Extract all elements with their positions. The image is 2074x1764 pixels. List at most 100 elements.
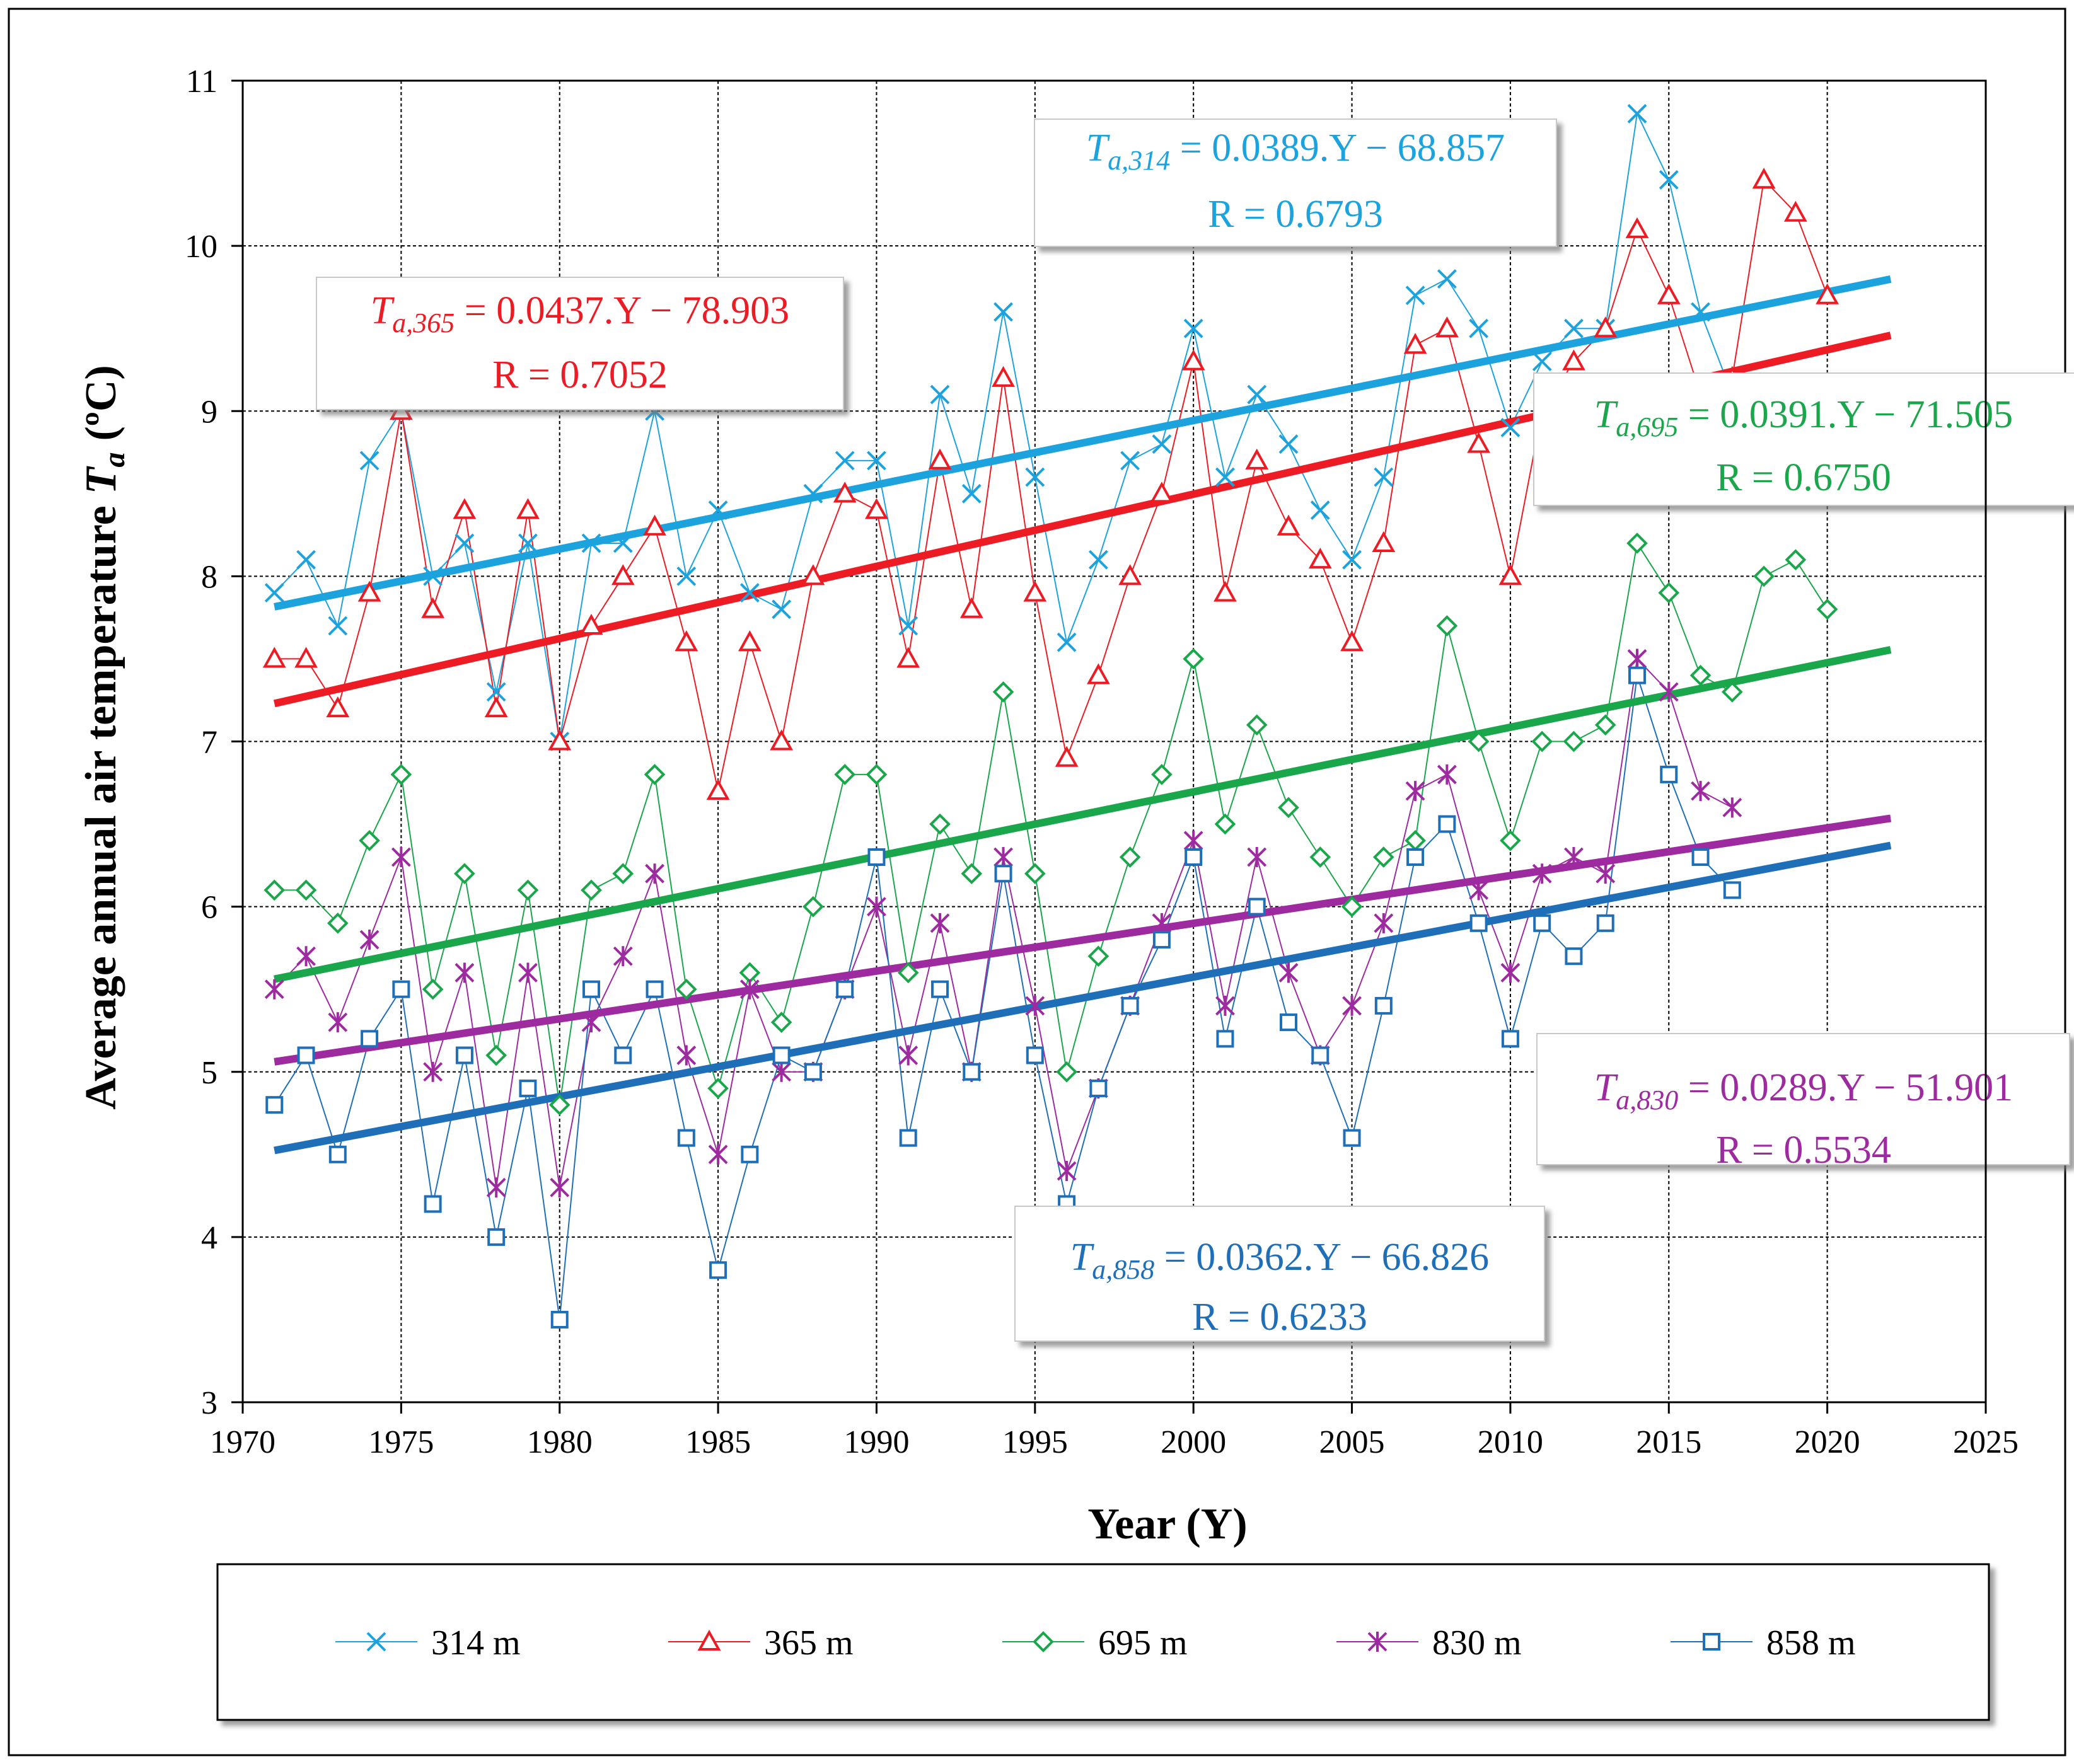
data-point-314m [739,583,760,603]
data-point-314m [1627,104,1647,124]
data-point-830m [1025,995,1045,1016]
y-axis-title-subscript: a [98,453,131,468]
trend-equation-858m: Ta,858 = 0.0362.Y − 66.826 R = 0.6233 [1014,1206,1545,1342]
data-point-858m [487,1228,506,1246]
data-point-365m [706,779,730,800]
data-point-314m [1532,352,1552,372]
data-point-365m [548,729,572,751]
legend-label: 858 m [1766,1623,1856,1663]
trend-equation-text: Ta,858 = 0.0362.Y − 66.826 [1070,1236,1489,1285]
data-point-830m [613,946,633,967]
data-point-365m [326,696,350,718]
data-point-365m [675,630,698,652]
data-point-695m [485,1044,507,1066]
data-point-695m [1151,764,1173,785]
data-point-695m [1214,813,1236,835]
data-point-858m [1596,914,1614,932]
data-point-695m [359,829,380,851]
data-point-695m [1246,714,1268,736]
y-axis-title-unit: (ºC) [77,365,125,441]
data-point-365m [1783,200,1807,222]
data-point-365m [1594,316,1618,338]
data-point-695m [1658,582,1680,604]
data-point-695m [1689,664,1712,686]
data-point-830m [1215,995,1235,1016]
data-point-695m [707,1078,729,1099]
data-point-314m [1025,467,1045,487]
data-point-365m [611,564,635,585]
data-point-830m [772,1061,792,1082]
data-point-830m [1627,649,1647,669]
data-point-365m [484,696,508,718]
data-point-858m [392,980,410,998]
x-tick-label: 2020 [1795,1424,1860,1460]
trend-equation-314m: Ta,314 = 0.0389.Y − 68.857 R = 0.6793 [1034,118,1557,247]
trend-r-text: R = 0.6793 [1208,193,1383,236]
trend-r-text: R = 0.5534 [1716,1129,1891,1172]
data-point-365m [928,448,952,470]
data-point-830m [1057,1161,1077,1182]
y-tick-label: 9 [201,394,217,430]
data-point-858m [1216,1030,1234,1048]
legend-item-830m: 830 m [1336,1623,1522,1663]
equation-rhs: = 0.0362.Y − 66.826 [1154,1236,1489,1279]
trend-line-314m [274,275,1892,611]
data-point-858m [741,1145,759,1163]
trend-equation-text: Ta,314 = 0.0389.Y − 68.857 [1086,127,1505,176]
data-point-314m [486,682,506,702]
data-point-695m [390,764,412,785]
data-point-695m [1183,648,1205,670]
data-point-695m [1531,730,1553,752]
data-point-830m [1596,863,1616,884]
equation-rhs: = 0.0437.Y − 78.903 [455,289,789,332]
data-point-695m [1056,1061,1077,1083]
legend-item-365m: 365 m [668,1623,854,1663]
data-point-830m [486,1177,506,1198]
data-point-314m [296,550,316,570]
data-point-858m [550,1310,569,1329]
trend-equation-box [316,277,844,410]
data-point-695m [1341,896,1363,918]
x-axis-ticks: 1970 1975 1980 1985 1990 1995 2000 2005 2010 2015… [210,1402,2019,1460]
equation-subscript: a,365 [392,308,455,338]
equation-symbol: T [1086,127,1111,170]
data-point-314m [867,451,886,471]
equation-symbol: T [1594,393,1619,436]
data-point-695m [675,978,697,1000]
data-point-365m [1245,448,1269,470]
data-point-365m [357,580,381,602]
data-point-695m [770,1012,792,1033]
plot-area-border [241,79,1987,1404]
x-tick-label: 1970 [210,1424,275,1460]
data-point-858m [328,1145,347,1163]
legend-label: 695 m [1098,1623,1188,1663]
data-point-830m [1437,764,1457,785]
data-point-830m [1278,962,1299,983]
data-point-314m [994,302,1013,322]
data-point-695m [1785,549,1807,570]
data-point-695m [1500,829,1521,851]
data-point-858m [1628,666,1646,684]
y-tick-label: 10 [185,229,217,265]
data-point-365m [1150,481,1174,503]
data-point-365m [1467,432,1491,453]
data-point-314m [518,533,538,553]
data-point-314m [1278,434,1299,454]
equation-symbol: T [1594,1066,1619,1109]
data-point-858m [519,1079,537,1097]
data-point-365m [1752,168,1776,189]
data-point-314m [1691,302,1710,322]
data-point-365m [1340,630,1364,652]
data-point-695m [992,681,1014,703]
data-point-830m [518,962,538,983]
trend-equation-695m: Ta,695 = 0.0391.Y − 71.505 R = 0.6750 [1533,372,2074,506]
trend-equation-text: Ta,695 = 0.0391.Y − 71.505 [1594,393,2013,442]
data-point-830m [1342,995,1362,1016]
data-point-830m [1564,846,1584,867]
data-point-695m [1372,846,1394,868]
data-point-858m [963,1063,981,1081]
data-point-314m [803,483,823,504]
trend-equation-830m: Ta,830 = 0.0289.Y − 51.901 R = 0.5534 [1536,1033,2070,1172]
y-axis-title: Average annual air temperature Ta (ºC) [77,365,131,1109]
data-point-365m [865,498,888,519]
